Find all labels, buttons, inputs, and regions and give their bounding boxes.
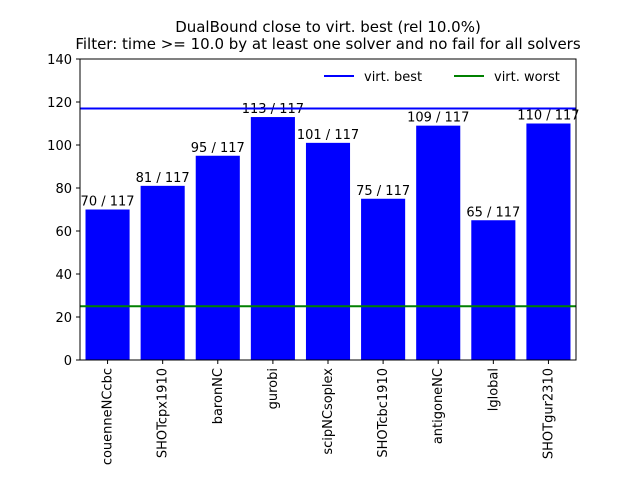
bar-value-label: 113 / 117 xyxy=(242,102,304,117)
bar xyxy=(250,117,295,360)
axes-frame xyxy=(79,58,577,361)
bar xyxy=(416,125,461,361)
x-tick-label: SHOTgur2310 xyxy=(541,368,556,459)
x-tick-label: gurobi xyxy=(266,368,281,409)
legend-label: virt. best xyxy=(364,70,422,85)
bar xyxy=(305,142,351,360)
y-tick-label: 40 xyxy=(55,268,72,283)
bar xyxy=(85,209,130,360)
bar-value-label: 109 / 117 xyxy=(407,111,469,126)
y-tick-label: 20 xyxy=(55,311,72,326)
x-tick-label: SHOTcbc1910 xyxy=(376,368,391,458)
bar-value-label: 65 / 117 xyxy=(466,205,520,220)
y-tick-label: 120 xyxy=(47,96,72,111)
bar xyxy=(140,185,185,360)
y-tick-label: 80 xyxy=(55,182,72,197)
x-tick-label: scipNCsoplex xyxy=(321,368,336,455)
chart-subtitle: Filter: time >= 10.0 by at least one sol… xyxy=(75,35,581,53)
legend-label: virt. worst xyxy=(494,70,560,85)
chart-title: DualBound close to virt. best (rel 10.0%… xyxy=(175,18,481,36)
plot-area: 70 / 117 couenneNCcbc 81 / 117 SHOTcpx1910 9… xyxy=(47,53,579,465)
x-tick-label: lglobal xyxy=(486,368,501,411)
x-tick-label: antigoneNC xyxy=(431,368,446,444)
bar-value-label: 70 / 117 xyxy=(81,195,135,210)
bar xyxy=(361,198,406,360)
x-tick-label: couenneNCcbc xyxy=(101,368,116,465)
bar-value-label: 95 / 117 xyxy=(191,141,245,156)
bar xyxy=(195,155,240,360)
bar xyxy=(526,123,571,360)
bar-value-label: 101 / 117 xyxy=(297,128,359,143)
y-tick-label: 0 xyxy=(64,354,72,369)
y-tick-label: 100 xyxy=(47,139,72,154)
y-tick-label: 60 xyxy=(55,225,72,240)
x-tick-label: baronNC xyxy=(211,368,226,424)
bar-value-label: 75 / 117 xyxy=(356,184,410,199)
y-tick-label: 140 xyxy=(47,53,72,68)
x-tick-label: SHOTcpx1910 xyxy=(156,368,171,458)
bar xyxy=(471,220,516,360)
bar-value-label: 110 / 117 xyxy=(517,109,579,124)
bar-value-label: 81 / 117 xyxy=(136,171,190,186)
